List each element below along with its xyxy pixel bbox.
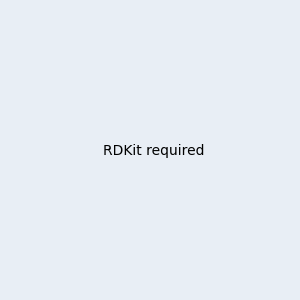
Text: RDKit required: RDKit required bbox=[103, 145, 205, 158]
